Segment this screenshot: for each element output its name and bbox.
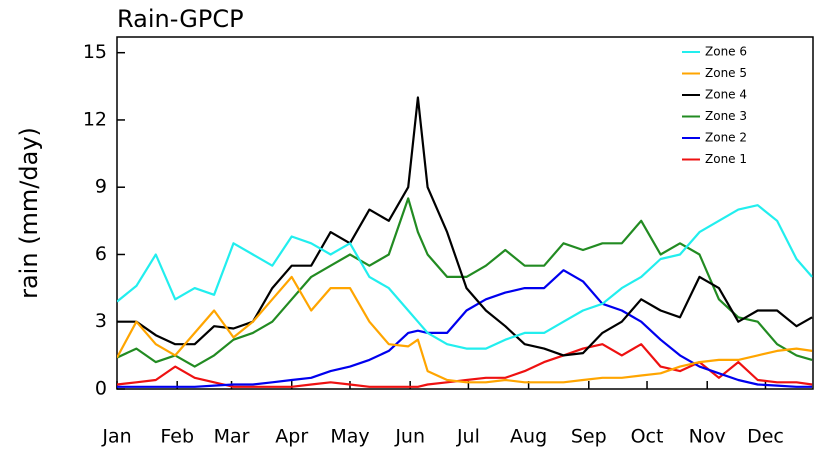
plot-area <box>117 96 813 388</box>
y-tick-label: 9 <box>95 176 107 198</box>
x-tick-label: Aug <box>510 426 547 448</box>
series-line <box>117 269 813 388</box>
x-tick-label: Jan <box>101 426 131 448</box>
x-tick-label: Nov <box>689 426 726 448</box>
series-line <box>117 204 813 350</box>
legend-label: Zone 6 <box>705 45 747 59</box>
legend-label: Zone 4 <box>705 88 747 102</box>
x-tick-label: Apr <box>275 426 308 448</box>
x-tick-label: May <box>330 426 369 448</box>
plot-frame <box>116 36 814 390</box>
y-tick-label: 3 <box>95 310 107 332</box>
x-tick-label: Sep <box>571 426 607 448</box>
x-tick-label: Oct <box>631 426 664 448</box>
y-tick-label: 6 <box>95 243 107 265</box>
y-tick-label: 0 <box>95 378 107 400</box>
x-tick-label: Jul <box>456 426 480 448</box>
y-tick-label: 15 <box>83 41 107 63</box>
legend-label: Zone 2 <box>705 131 747 145</box>
series-line <box>117 96 813 357</box>
x-tick-label: Feb <box>160 426 194 448</box>
x-tick-label: Mar <box>214 426 250 448</box>
x-tick-label: Dec <box>747 426 784 448</box>
series-line <box>117 197 813 368</box>
x-tick-label: Jun <box>394 426 425 448</box>
series-line <box>117 275 813 384</box>
chart-title: Rain-GPCP <box>117 5 244 33</box>
y-axis-label: rain (mm/day) <box>15 127 43 299</box>
y-tick-label: 12 <box>83 108 107 130</box>
legend-label: Zone 1 <box>705 152 747 166</box>
legend-label: Zone 3 <box>705 109 747 123</box>
legend-label: Zone 5 <box>705 66 747 80</box>
